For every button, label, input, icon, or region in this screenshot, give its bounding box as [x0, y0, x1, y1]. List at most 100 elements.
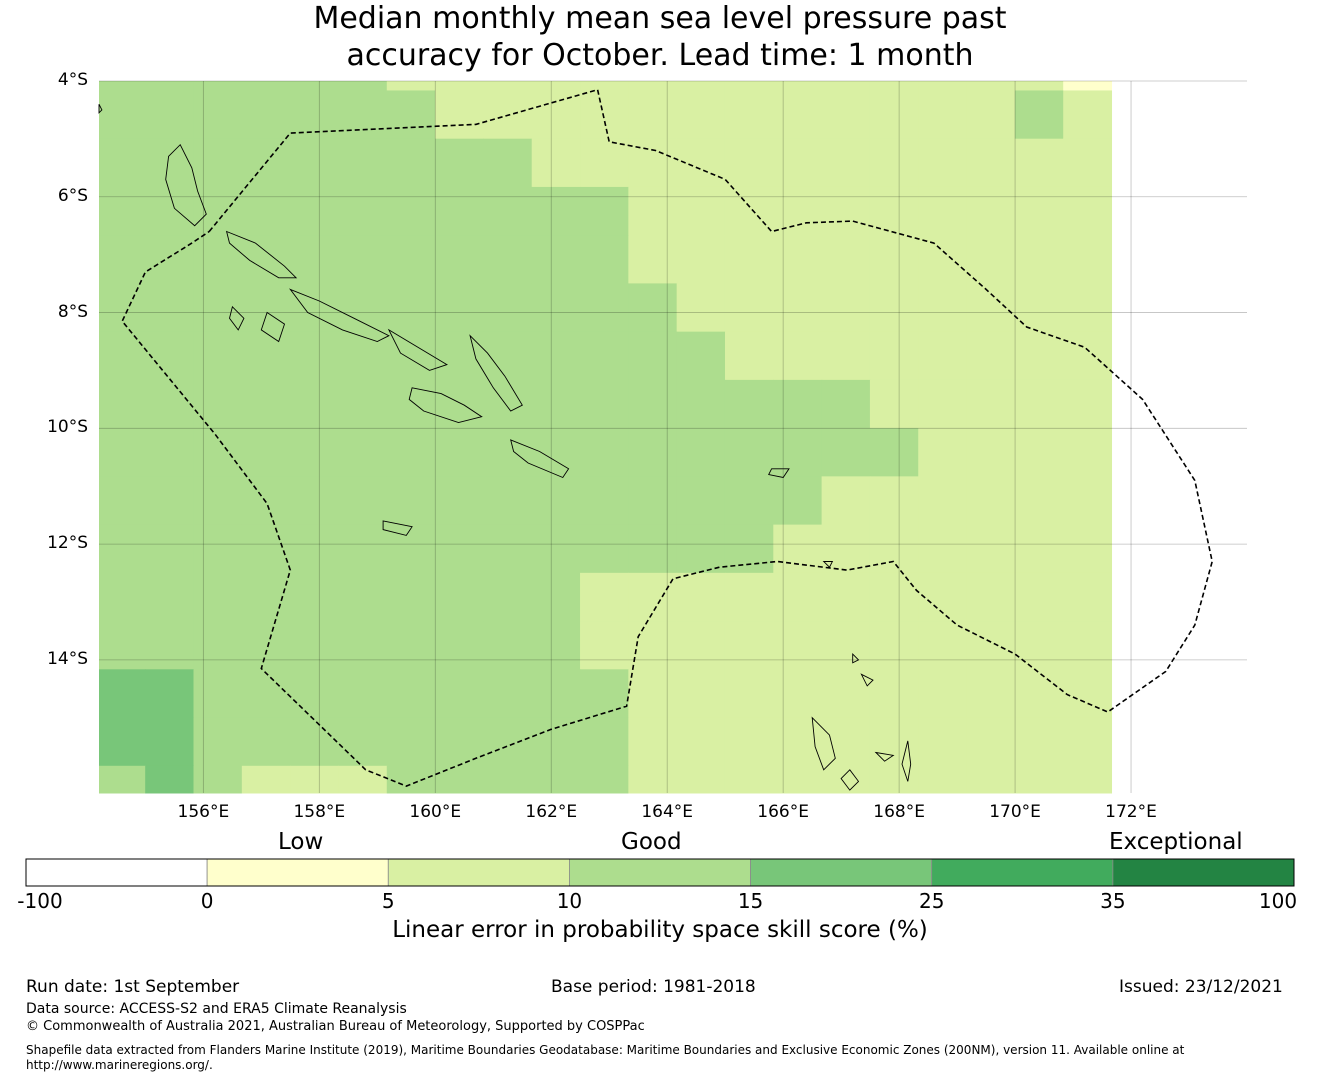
skill-cell [145, 90, 195, 140]
skill-cell [99, 379, 146, 429]
skill-cell [290, 331, 339, 381]
skill-cell [724, 621, 774, 670]
skill-cell [918, 331, 968, 381]
skill-cell [918, 138, 968, 188]
skill-cell [338, 717, 388, 767]
skill-cell [869, 235, 919, 284]
skill-cell [966, 621, 1016, 670]
skill-cell [1063, 717, 1113, 767]
skill-cell [435, 186, 484, 236]
island-outline [98, 103, 103, 114]
skill-cell [821, 572, 871, 622]
skill-cell [1063, 524, 1113, 574]
skill-cell [531, 138, 581, 188]
title-line-1: Median monthly mean sea level pressure p… [313, 1, 1007, 36]
skill-cell [773, 331, 823, 381]
skill-cell [628, 717, 678, 767]
skill-cell [1014, 138, 1064, 188]
skill-cell [241, 235, 291, 284]
skill-cell [290, 524, 339, 574]
skill-cell [580, 81, 629, 91]
run-date: Run date: 1st September [26, 977, 240, 997]
skill-cell [386, 138, 436, 188]
skill-cell [1063, 379, 1113, 429]
skill-cell [531, 476, 581, 526]
skill-cell [580, 717, 629, 767]
skill-cell [338, 81, 388, 91]
skill-cell [483, 283, 533, 333]
skill-cell [773, 572, 823, 622]
skill-cell [821, 476, 871, 526]
category-good: Good [621, 829, 682, 855]
colorbar-segment [750, 858, 933, 887]
skill-cell [99, 572, 146, 622]
skill-cell [386, 765, 436, 794]
colorbar-segment [1112, 858, 1295, 887]
island-outline [165, 143, 207, 227]
skill-cell [435, 621, 484, 670]
skill-cell [145, 765, 195, 794]
skill-cell [773, 524, 823, 574]
skill-cell [193, 138, 243, 188]
skill-cell [99, 331, 146, 381]
skill-cell [966, 428, 1016, 477]
skill-cell [338, 669, 388, 719]
colorbar-tick-label: 10 [556, 889, 583, 913]
skill-cell [99, 524, 146, 574]
colorbar-segment [569, 858, 751, 887]
skill-cell [338, 572, 388, 622]
skill-cell [193, 186, 243, 236]
skill-cell [1014, 283, 1064, 333]
skill-cell [918, 717, 968, 767]
longitude-tick-label: 156°E [177, 802, 230, 822]
issued-date: Issued: 23/12/2021 [1119, 977, 1283, 997]
skill-cell [869, 283, 919, 333]
island-outline [822, 561, 834, 568]
skill-cell [338, 428, 388, 477]
skill-cell [773, 283, 823, 333]
longitude-tick-label: 158°E [293, 802, 346, 822]
island-outline [811, 716, 836, 771]
skill-cell [918, 476, 968, 526]
skill-cell [99, 476, 146, 526]
latitude-tick-label: 10°S [47, 417, 88, 438]
skill-cell [1063, 283, 1113, 333]
graticule [99, 80, 1247, 793]
skill-cell [724, 717, 774, 767]
skill-cell [580, 379, 629, 429]
skill-cell [241, 186, 291, 236]
latitude-tick-label: 8°S [57, 301, 88, 322]
skill-cell [193, 81, 243, 91]
skill-cell [531, 186, 581, 236]
skill-cell [193, 331, 243, 381]
skill-cell [1014, 765, 1064, 794]
skill-cell [241, 717, 291, 767]
colorbar-segment [25, 858, 208, 887]
skill-cell [966, 524, 1016, 574]
colorbar-segment [206, 858, 389, 887]
skill-cell [1014, 572, 1064, 622]
skill-cell [1014, 186, 1064, 236]
skill-cell [724, 283, 774, 333]
skill-cell [290, 186, 339, 236]
skill-cell [531, 765, 581, 794]
skill-cell [531, 621, 581, 670]
skill-cell [918, 186, 968, 236]
skill-cell [193, 572, 243, 622]
skill-cell [290, 379, 339, 429]
skill-cell [241, 572, 291, 622]
skill-cell [193, 476, 243, 526]
skill-cell [918, 428, 968, 477]
skill-cell [628, 572, 678, 622]
skill-cell [338, 524, 388, 574]
skill-cell [869, 476, 919, 526]
skill-cell [966, 235, 1016, 284]
longitude-tick-label: 162°E [525, 802, 578, 822]
skill-cell [966, 138, 1016, 188]
skill-cell [1014, 621, 1064, 670]
skill-cell [1014, 476, 1064, 526]
skill-cell [628, 90, 678, 140]
skill-cell [483, 186, 533, 236]
skill-cell [386, 572, 436, 622]
